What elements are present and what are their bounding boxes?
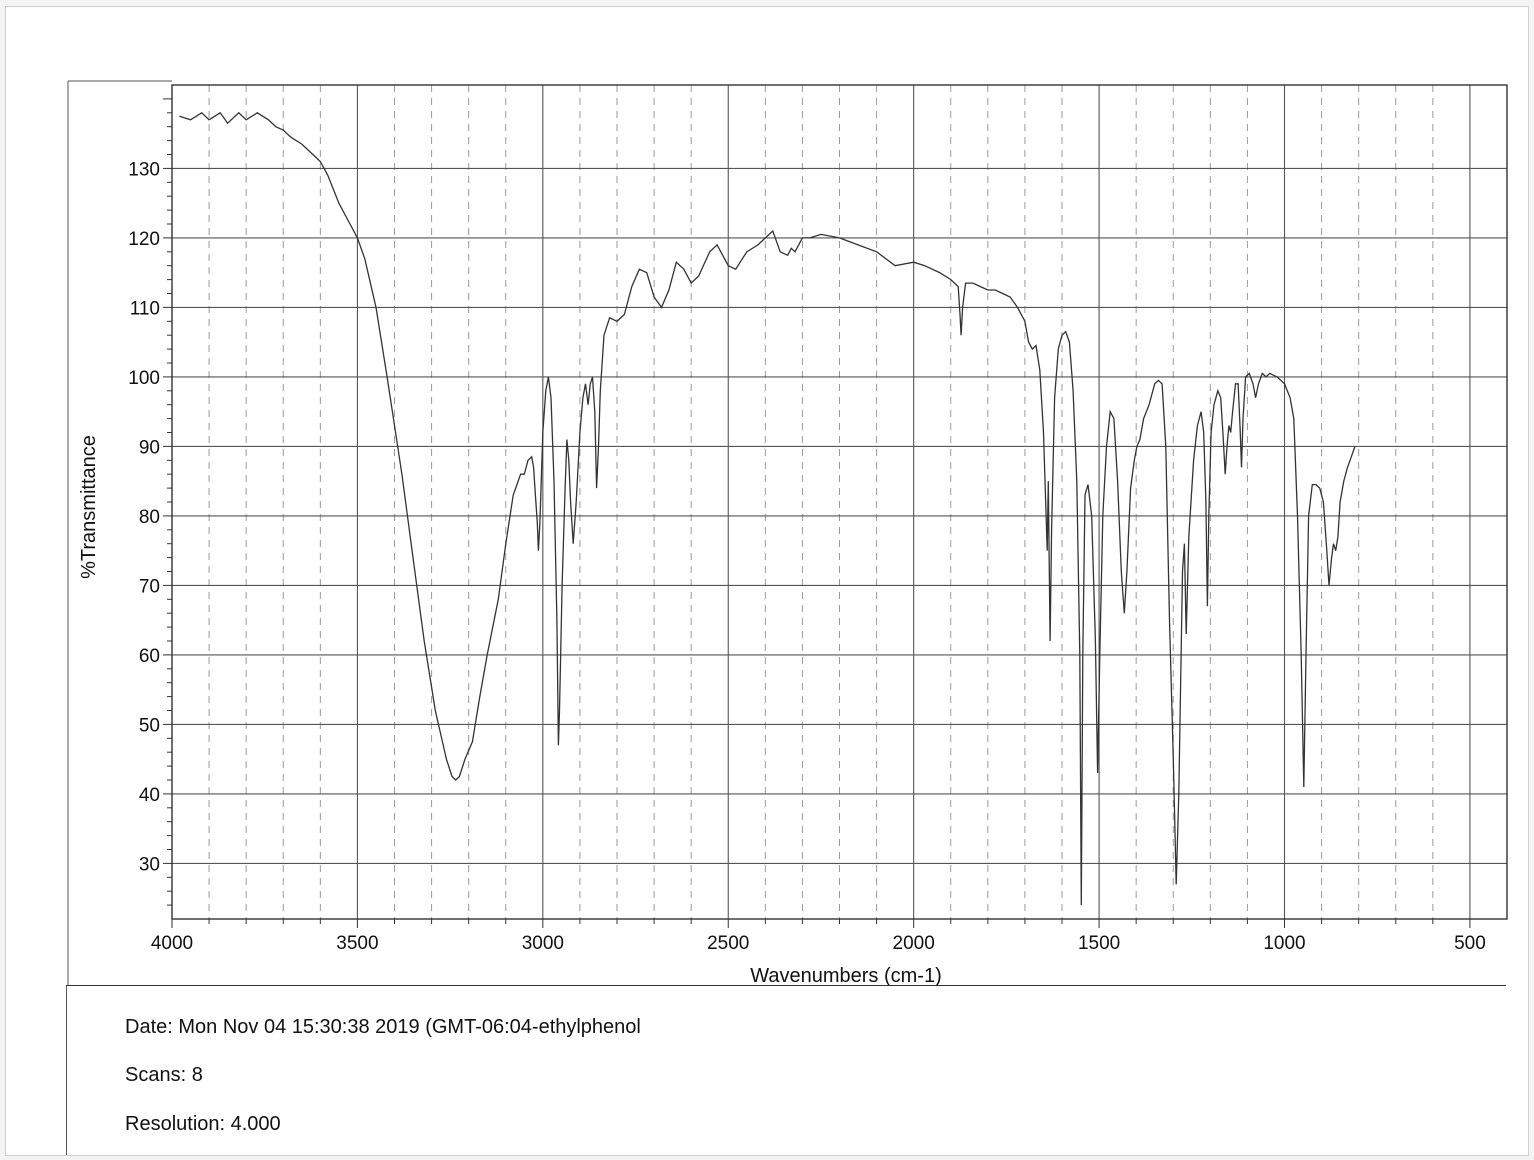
x-tick-label: 1500 bbox=[1078, 933, 1120, 954]
y-axis-label: %Transmittance bbox=[78, 435, 100, 579]
y-tick-label: 70 bbox=[139, 576, 160, 597]
y-tick-label: 80 bbox=[139, 507, 160, 528]
resolution-value: Resolution: 4.000 bbox=[125, 1113, 281, 1135]
spectrum-line bbox=[179, 111, 1356, 906]
y-tick-label: 120 bbox=[128, 229, 160, 250]
y-tick-label: 90 bbox=[139, 437, 160, 458]
y-tick-label: 100 bbox=[128, 368, 160, 389]
scan-count: Scans: 8 bbox=[125, 1064, 203, 1086]
y-tick-label: 30 bbox=[139, 854, 160, 875]
y-tick-label: 130 bbox=[128, 159, 160, 180]
x-tick-label: 2500 bbox=[707, 933, 749, 954]
spectrum-sheet: 30 40 50 60 70 80 90 100 110 120 130 4000 3500 3000 25… bbox=[5, 6, 1529, 1156]
x-tick-label: 1000 bbox=[1263, 933, 1305, 954]
x-tick-label: 3500 bbox=[336, 933, 378, 954]
x-tick-label: 4000 bbox=[151, 933, 193, 954]
ir-spectrum-chart: 30 40 50 60 70 80 90 100 110 120 130 4000 3500 3000 25… bbox=[67, 80, 1508, 985]
x-axis-label: Wavenumbers (cm-1) bbox=[750, 965, 942, 987]
x-tick-label: 3000 bbox=[522, 933, 564, 954]
x-tick-label: 2000 bbox=[893, 933, 935, 954]
sample-date: Date: Mon Nov 04 15:30:38 2019 (GMT-06:0… bbox=[125, 1016, 641, 1038]
x-tick-label: 500 bbox=[1454, 933, 1486, 954]
y-tick-label: 60 bbox=[139, 646, 160, 667]
y-tick-label: 50 bbox=[139, 715, 160, 736]
sample-info-panel: Date: Mon Nov 04 15:30:38 2019 (GMT-06:0… bbox=[66, 985, 1506, 1155]
y-tick-label: 40 bbox=[139, 785, 160, 806]
y-tick-label: 110 bbox=[130, 298, 160, 319]
